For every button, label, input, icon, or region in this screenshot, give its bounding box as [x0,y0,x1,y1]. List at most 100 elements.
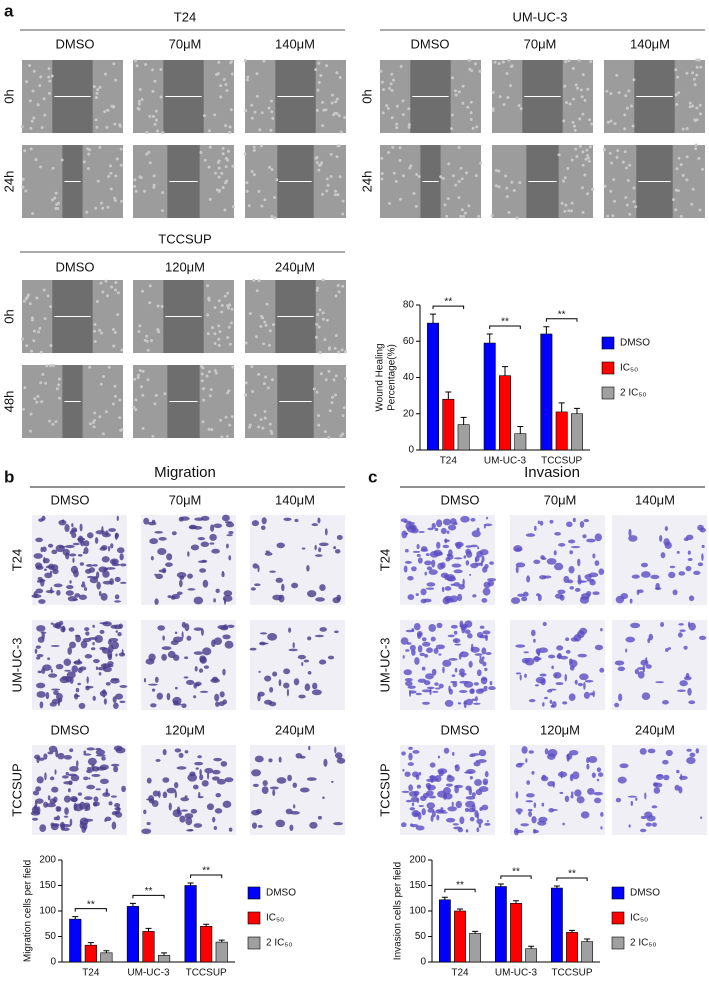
cell [533,657,542,661]
cell [315,160,319,164]
cell [92,658,100,664]
cell [87,152,91,156]
cell [343,115,347,119]
group-title: UM-UC-3 [513,9,568,24]
cell [572,517,576,523]
cell [103,663,107,670]
cell [96,179,100,183]
cell [198,791,201,798]
cell [155,758,161,762]
cell [245,181,249,185]
cell [162,748,167,756]
cell [315,288,319,292]
cell [174,686,178,690]
cell [433,647,439,654]
cell [327,347,331,351]
significance-bracket [74,908,107,912]
cell [478,69,482,73]
cell [398,146,402,150]
cell [193,651,204,655]
cell [151,800,159,807]
cell [301,547,306,550]
cell [688,595,695,602]
cell [93,802,98,807]
cell [380,156,384,160]
cell [114,280,118,284]
cell [260,525,266,531]
cell [95,300,99,304]
legend-label: IC₅₀ [266,913,284,924]
cell [63,658,72,666]
cell [81,581,85,585]
cell [120,348,124,352]
cell [153,79,157,83]
cell [222,699,228,705]
cell [571,66,575,70]
cell [510,64,514,68]
cell [623,150,627,154]
cell [31,89,35,93]
cell [505,72,509,76]
cell [672,589,678,596]
cell [519,674,522,681]
cell [501,60,505,64]
cell [651,805,658,809]
cell [524,673,527,678]
cell [481,555,485,563]
cell [577,653,588,658]
cell [674,784,680,791]
cell [271,323,275,327]
cell [176,571,187,579]
cell [48,673,58,678]
cell [600,826,603,830]
cell [407,125,411,129]
cell [114,174,118,178]
cell [115,630,118,633]
cell [541,802,545,807]
cell [694,143,698,147]
error-bar [528,945,535,949]
cell [628,535,638,542]
cell [215,793,222,798]
column-label: DMSO [441,722,480,737]
cell [392,78,396,82]
cell-layer [492,145,527,218]
cell [417,175,421,179]
cell [227,149,231,153]
cell [135,64,139,68]
cell [644,811,653,818]
cell [576,86,580,90]
cell [336,535,343,540]
cell [315,554,323,557]
cell [580,95,584,99]
cell [479,625,485,629]
cell [663,538,670,546]
cell [64,524,70,532]
cell [628,212,632,216]
cell [270,378,274,382]
cell [679,163,683,167]
cell [332,378,336,382]
cell [161,131,165,135]
cell [341,414,345,418]
cell [315,155,319,159]
cell [319,627,327,632]
cell [227,624,235,629]
cell [314,335,318,339]
cell [32,790,40,796]
cell [416,784,422,789]
cell [592,553,596,559]
cell [34,158,38,162]
cell [515,763,523,768]
cell [114,807,122,811]
cell [691,187,695,191]
cell [50,668,53,673]
bar [525,948,538,963]
cell [674,208,678,212]
cell [86,532,94,539]
cell [414,657,420,665]
cell [160,209,164,213]
significance-label: ** [501,317,509,328]
cell [464,807,469,813]
legend-swatch [601,386,615,400]
